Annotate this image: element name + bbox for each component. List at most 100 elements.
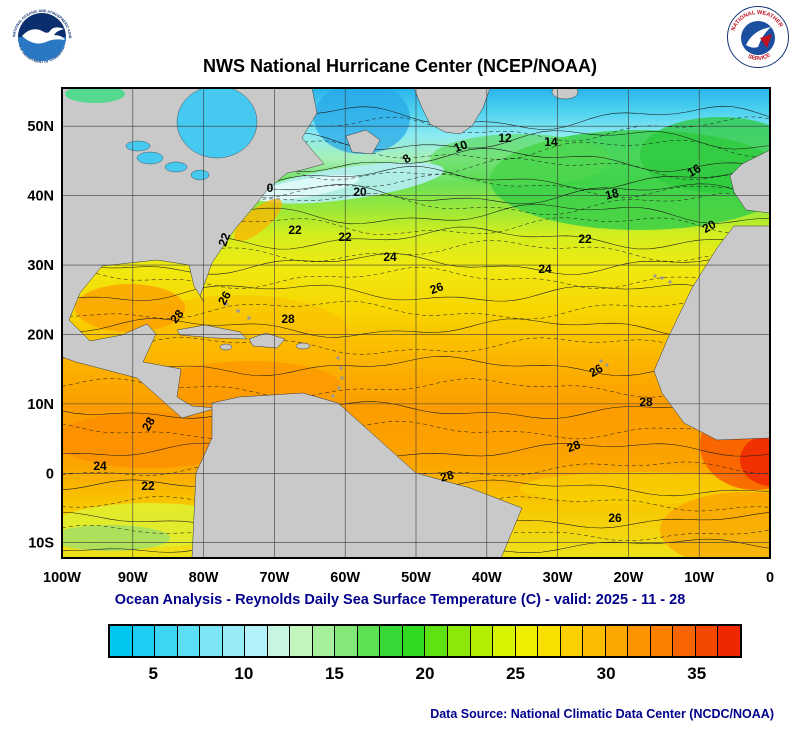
- contour-label: 26: [428, 279, 446, 297]
- contour-label: 16: [685, 161, 704, 180]
- contour-label: 22: [288, 223, 302, 237]
- lon-tick-label: 80W: [189, 570, 219, 586]
- contour-label: 12: [498, 131, 512, 145]
- colorbar-tick-label: 5: [148, 664, 159, 683]
- gulf-of-mexico-warm: [75, 284, 185, 332]
- page-title: NWS National Hurricane Center (NCEP/NOAA…: [202, 56, 598, 76]
- colorbar-segment: [199, 626, 222, 656]
- ne-atlantic-green-3: [430, 134, 610, 186]
- colorbar-tick-label: 20: [415, 664, 435, 683]
- colorbar-segment: [154, 626, 177, 656]
- map-frame: [61, 87, 771, 559]
- colorbar-segment: [379, 626, 402, 656]
- contour-label: 22: [215, 231, 233, 249]
- lake-erie: [164, 161, 188, 173]
- isotherm-dashed: [62, 420, 770, 440]
- contour-label: 28: [565, 437, 583, 455]
- colorbar-tick-label: 25: [506, 664, 526, 683]
- colorbar-segment: [649, 626, 673, 656]
- map-caption: Ocean Analysis - Reynolds Daily Sea Surf…: [114, 592, 686, 608]
- lat-tick-label: 40N: [27, 189, 54, 205]
- nws-logo-icon: NATIONAL WEATHER SERVICE: [727, 6, 789, 68]
- contour-label: 28: [639, 395, 653, 409]
- lake-ontario: [190, 169, 210, 181]
- colorbar-tick-labels: 5 10 15 20 25 30 35: [108, 664, 742, 688]
- noaa-seagull-icon: [22, 27, 65, 44]
- colorbar-segment: [537, 626, 560, 656]
- lon-tick-label: 40W: [472, 570, 502, 586]
- axis-labels: 50N 40N 30N 20N 10N 0 10S 100W 90W 80W 70W 60W 50W 40…: [27, 119, 774, 586]
- lon-tick-label: 70W: [259, 570, 289, 586]
- land-jamaica: [219, 343, 233, 351]
- colorbar-segment: [514, 626, 538, 656]
- ne-atlantic-green-2: [640, 117, 770, 193]
- contour-label: 28: [139, 414, 158, 433]
- colorbar-segment: [401, 626, 425, 656]
- map-body: [62, 88, 770, 558]
- colorbar-tick-label: 30: [596, 664, 616, 683]
- gulf-of-guinea-hot-core: [740, 434, 770, 486]
- contour-label: 20: [353, 185, 367, 199]
- contour-label: 28: [281, 312, 295, 326]
- arctic-water: [65, 88, 125, 103]
- land-greenland: [413, 88, 491, 135]
- lat-tick-label: 10S: [28, 536, 54, 552]
- lesser-antilles-islands: [331, 356, 344, 398]
- nws-logo: NATIONAL WEATHER SERVICE: [726, 5, 790, 69]
- lake-superior: [125, 140, 151, 152]
- lat-lon-grid: [62, 88, 770, 558]
- nws-swoosh-icon: [746, 27, 771, 48]
- colorbar-segment: [672, 626, 695, 656]
- colorbar-segment: [244, 626, 267, 656]
- land-iberia: [729, 149, 770, 214]
- bahamas-islands: [224, 302, 251, 320]
- canary-cape-verde-islands: [599, 274, 672, 367]
- lake-huron: [136, 151, 164, 165]
- land-newfoundland: [345, 129, 381, 155]
- colorbar-segment: [559, 626, 583, 656]
- lat-tick-label: 10N: [27, 397, 54, 413]
- contour-label: 10: [452, 137, 470, 155]
- gulf-stream-warm: [233, 198, 283, 242]
- lat-tick-label: 20N: [27, 327, 54, 343]
- colorbar-segment: [334, 626, 357, 656]
- colorbar: [108, 624, 742, 658]
- lon-tick-label: 10W: [684, 570, 714, 586]
- contour-label: 22: [578, 232, 592, 246]
- land-north-america: [62, 88, 325, 419]
- lat-tick-label: 30N: [27, 258, 54, 274]
- lon-tick-label: 0: [766, 570, 774, 586]
- lon-tick-label: 50W: [401, 570, 431, 586]
- colorbar-segment: [110, 626, 132, 656]
- lon-tick-label: 100W: [43, 570, 81, 586]
- noaa-ocean: [18, 37, 66, 61]
- pacific-cold-tongue-core: [62, 525, 170, 551]
- contour-label: 20: [700, 217, 719, 236]
- equatorial-cool-band: [520, 472, 760, 504]
- colorbar-segment: [582, 626, 605, 656]
- contour-label: 0: [267, 181, 274, 195]
- contour-label: 26: [608, 511, 622, 525]
- colorbar-tick-label: 15: [324, 664, 344, 683]
- shelf-water: [250, 174, 360, 202]
- colorbar-segment: [446, 626, 470, 656]
- nws-ring-text-bottom: SERVICE: [747, 52, 772, 62]
- noaa-logo-icon: NATIONAL OCEANIC AND ATMOSPHERIC ADMINIS…: [9, 2, 73, 68]
- contour-label: 24: [93, 459, 107, 473]
- colorbar-segment: [604, 626, 628, 656]
- contour-label: 26: [215, 288, 234, 307]
- contour-label: 22: [141, 479, 155, 493]
- contour-label: 26: [587, 361, 606, 380]
- se-atlantic-warm: [660, 492, 770, 558]
- contour-label: 24: [538, 262, 552, 276]
- land-puerto-rico: [295, 342, 311, 350]
- nws-red-flag-icon: [760, 34, 772, 48]
- contour-label: 22: [338, 230, 352, 244]
- colorbar-segment: [131, 626, 155, 656]
- colorbar-tick-label: 10: [234, 664, 254, 683]
- land-cuba: [176, 324, 248, 340]
- colorbar-segment: [356, 626, 380, 656]
